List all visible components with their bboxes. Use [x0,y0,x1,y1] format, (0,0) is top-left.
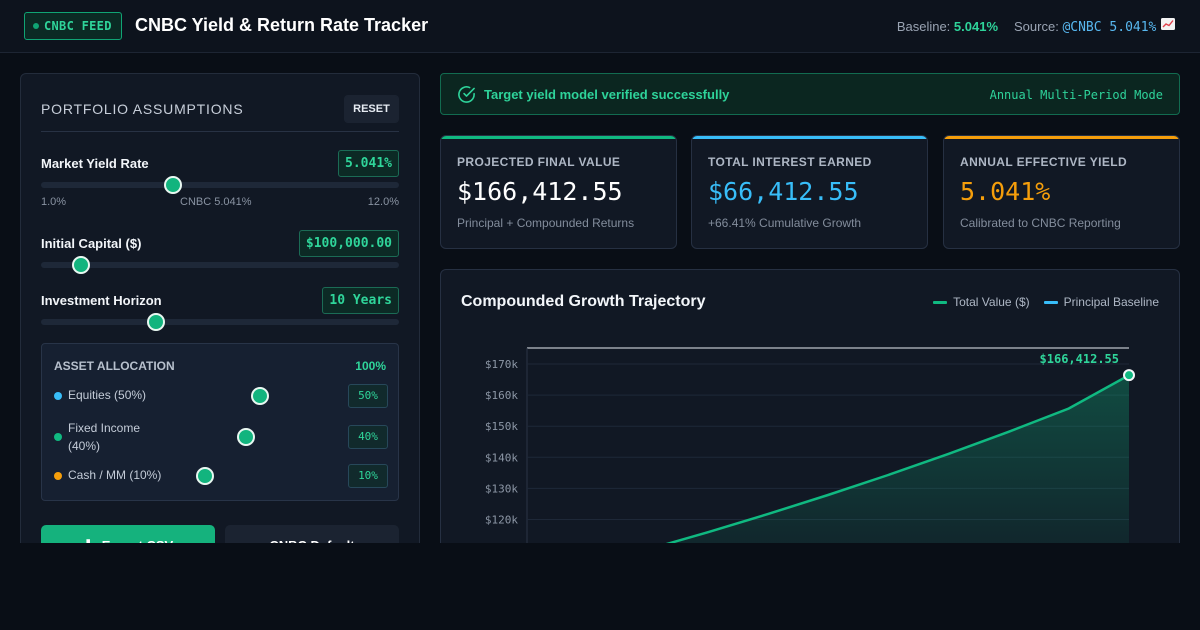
capital-slider-thumb[interactable] [71,256,90,274]
mode-label: Annual Multi-Period Mode [989,88,1163,102]
y-tick-label: $150k [485,420,518,433]
fixed-income-swatch [54,433,62,441]
allocation-row-cash: Cash / MM (10%) 10% [54,464,388,494]
equities-slider-thumb[interactable] [251,387,269,405]
allocation-title: ASSET ALLOCATION [54,359,175,373]
portfolio-assumptions-panel: PORTFOLIO ASSUMPTIONS RESET Market Yield… [20,73,420,573]
chart-title: Compounded Growth Trajectory [461,293,706,310]
card-subtitle: +66.41% Cumulative Growth [708,216,862,230]
equities-label: Equities (50%) [68,388,147,402]
y-tick-label: $160k [485,389,518,402]
allocation-row-equities: Equities (50%) 50% [54,384,388,414]
capital-label: Initial Capital ($) [41,236,142,251]
yield-slider-thumb[interactable] [163,176,182,194]
yield-slider[interactable] [41,176,399,194]
yield-scale-min: 1.0% [41,196,67,208]
chart-up-icon [1161,18,1175,30]
baseline-label: Baseline: [896,18,951,34]
legend-swatch-principal [1043,300,1058,304]
yield-label: Market Yield Rate [41,156,149,171]
verification-alert: Target yield model verified successfully… [440,73,1180,115]
legend-total-value: Total Value ($) [933,295,1030,309]
source-value: @CNBC 5.041% [1062,20,1157,35]
fixed-income-pct[interactable]: 40% [348,425,388,449]
legend-label-total: Total Value ($) [953,295,1030,309]
page-bottom-band [0,543,1200,630]
card-title: ANNUAL EFFECTIVE YIELD [960,155,1128,169]
panel-title: PORTFOLIO ASSUMPTIONS [41,101,244,117]
fixed-income-slider-thumb[interactable] [237,428,255,446]
card-subtitle: Principal + Compounded Returns [457,216,635,230]
yield-scale-max: 12.0% [367,196,399,208]
capital-value: $100,000.00 [298,230,399,257]
card-value: $166,412.55 [457,177,623,206]
cash-slider-thumb[interactable] [196,467,214,485]
app-title: CNBC Yield & Return Rate Tracker [135,15,429,35]
reset-button[interactable]: RESET [344,95,399,123]
y-tick-label: $170k [485,358,518,371]
header-status: Baseline: 5.041% Source: @CNBC 5.041% [897,17,1176,35]
end-value-label: $166,412.55 [1040,352,1119,366]
card-title: PROJECTED FINAL VALUE [457,155,621,169]
horizon-slider[interactable] [41,313,399,331]
equities-swatch [54,392,62,400]
source-label: Source: [1014,19,1059,34]
yield-scale-mid: CNBC 5.041% [180,196,252,208]
fixed-income-label: Fixed Income (40%) [68,421,141,453]
card-accent-bar [692,136,927,139]
top-bar: CNBC FEED CNBC Yield & Return Rate Track… [0,0,1200,53]
cash-swatch [54,472,62,480]
card-projected-final-value: PROJECTED FINAL VALUE $166,412.55 Princi… [440,135,677,249]
legend-label-principal: Principal Baseline [1063,295,1159,309]
feed-badge: CNBC FEED [24,12,122,40]
allocation-row-fixed-income: Fixed Income (40%) 40% [54,419,388,455]
card-annual-yield: ANNUAL EFFECTIVE YIELD 5.041% Calibrated… [943,135,1180,249]
cash-pct[interactable]: 10% [348,464,388,488]
card-value: 5.041% [960,177,1051,206]
y-tick-label: $120k [485,514,518,527]
source-status: Source: @CNBC 5.041% [1014,17,1176,35]
card-title: TOTAL INTEREST EARNED [708,155,872,169]
growth-chart: $120k $130k $140k $150k $160k $170k $166,412.5… [485,347,1135,568]
horizon-label: Investment Horizon [41,293,162,308]
y-tick-label: $140k [485,451,518,464]
feed-badge-label: CNBC FEED [44,19,112,33]
total-value-area [579,375,1129,568]
card-accent-bar [441,136,676,139]
live-dot-icon [33,23,39,29]
baseline-status: Baseline: 5.041% [897,19,998,34]
card-accent-bar [944,136,1179,139]
yield-value: 5.041% [338,150,399,177]
card-total-interest: TOTAL INTEREST EARNED $66,412.55 +66.41%… [691,135,928,249]
capital-slider[interactable] [41,256,399,274]
card-value: $66,412.55 [708,177,859,206]
growth-chart-panel: Compounded Growth Trajectory Total Value… [440,269,1180,569]
allocation-total: 100% [355,359,386,373]
equities-pct[interactable]: 50% [348,384,388,408]
card-subtitle: Calibrated to CNBC Reporting [960,216,1121,230]
yield-scale: 1.0% CNBC 5.041% 12.0% [41,196,399,210]
divider [41,131,399,132]
end-point-marker [1123,369,1135,382]
chart-legend: Total Value ($) Principal Baseline [933,295,1159,309]
cash-label: Cash / MM (10%) [68,468,162,482]
alert-message: Target yield model verified successfully [484,87,730,102]
legend-principal: Principal Baseline [1043,295,1159,309]
legend-swatch-total [933,300,948,304]
horizon-value: 10 Years [322,287,399,314]
check-circle-icon [458,86,475,103]
asset-allocation: ASSET ALLOCATION 100% Equities (50%) 50%… [41,343,399,501]
baseline-value: 5.041% [953,18,999,34]
y-tick-label: $130k [485,482,518,495]
horizon-slider-thumb[interactable] [146,313,165,331]
